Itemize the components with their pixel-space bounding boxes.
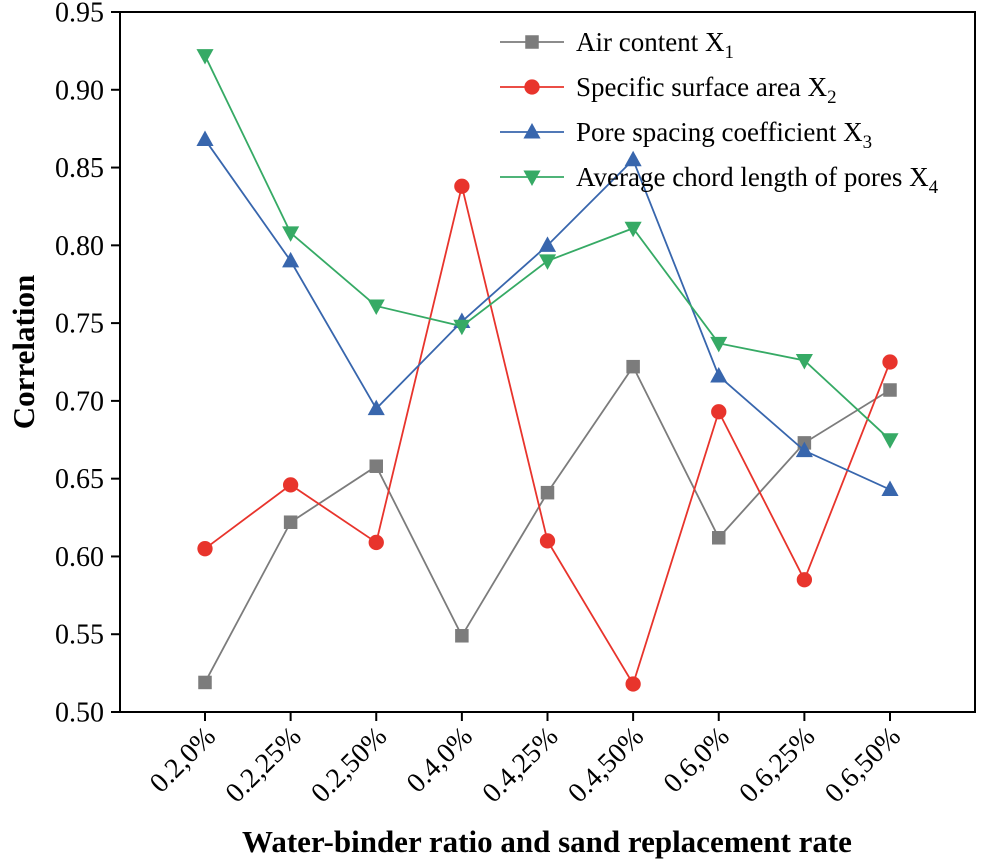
y-tick-label: 0.90 [55, 75, 104, 106]
data-point-triangle-down [196, 49, 214, 65]
series-average-chord-length-of-pores-x [196, 49, 899, 449]
data-point-circle [711, 404, 727, 420]
x-tick-label: 0.4,25% [477, 721, 565, 809]
series-layer [196, 49, 899, 692]
y-axis: 0.50 0.55 0.60 0.65 0.70 0.75 0.80 0.85 0.90 0.95 [55, 0, 120, 729]
legend-item: Average chord length of pores X4 [500, 162, 939, 198]
x-axis: 0.2,0%0.2,25%0.2,50% 0.4,0%0.4,25%0.4,50%… [144, 712, 907, 809]
series-pore-spacing-coefficient-x [196, 130, 899, 497]
legend-item: Pore spacing coefficient X3 [500, 117, 872, 153]
legend: Air content X1 Specific surface area X2 Po… [500, 27, 939, 198]
series-specific-surface-area-x [197, 178, 898, 692]
data-point-triangle-down [624, 221, 642, 238]
data-point-circle [368, 534, 384, 551]
series-air-content-x [198, 359, 897, 690]
data-point-circle [625, 676, 641, 692]
data-point-triangle-down [710, 336, 728, 353]
data-point-triangle-up [282, 251, 300, 268]
data-point-triangle-up [710, 367, 728, 383]
legend-label: Air content X1 [576, 27, 734, 63]
x-tick-label: 0.4,0% [401, 721, 479, 799]
data-point-triangle-down [881, 433, 899, 449]
data-point-square [455, 629, 469, 643]
y-tick-label: 0.75 [55, 309, 104, 340]
x-tick-label: 0.4,50% [562, 721, 650, 809]
data-point-square [198, 675, 212, 690]
data-point-square [369, 459, 383, 473]
data-point-triangle-up [881, 480, 899, 497]
data-point-square [525, 35, 539, 49]
data-point-triangle-down [282, 226, 300, 242]
x-tick-label: 0.6,0% [658, 721, 736, 799]
data-point-triangle-up [367, 399, 385, 416]
data-point-circle [882, 354, 898, 370]
data-point-triangle-down [523, 170, 541, 186]
data-point-triangle-down [367, 299, 385, 315]
data-point-triangle-down [795, 353, 813, 370]
data-point-square [540, 485, 555, 500]
data-point-circle [796, 572, 813, 588]
data-point-square [883, 383, 897, 397]
y-tick-label: 0.70 [55, 386, 104, 417]
legend-item: Air content X1 [500, 27, 734, 63]
y-tick-label: 0.60 [55, 542, 104, 573]
legend-item: Specific surface area X2 [500, 72, 837, 108]
data-point-triangle-down [453, 319, 471, 336]
data-point-circle [454, 178, 470, 194]
data-point-square [626, 359, 640, 374]
data-point-triangle-up [538, 236, 557, 252]
x-tick-label: 0.2,50% [305, 721, 393, 809]
x-tick-label: 0.2,25% [220, 721, 308, 809]
series-line [204, 364, 891, 683]
y-tick-label: 0.50 [55, 698, 104, 729]
y-tick-label: 0.85 [55, 153, 104, 184]
legend-label: Average chord length of pores X4 [576, 162, 939, 198]
y-tick-label: 0.65 [55, 464, 104, 495]
x-tick-label: 0.6,25% [733, 721, 821, 809]
data-point-circle [524, 79, 540, 95]
data-point-triangle-down [538, 254, 557, 270]
data-point-triangle-up [624, 150, 642, 167]
data-point-circle [539, 533, 556, 549]
legend-label: Specific surface area X2 [576, 72, 837, 108]
data-point-triangle-up [196, 130, 214, 147]
legend-label: Pore spacing coefficient X3 [576, 117, 872, 153]
y-tick-label: 0.80 [55, 231, 104, 262]
data-point-square [283, 515, 298, 529]
y-tick-label: 0.55 [55, 620, 104, 651]
y-tick-label: 0.95 [55, 0, 104, 29]
data-point-square [712, 531, 726, 545]
x-tick-label: 0.6,50% [819, 721, 907, 809]
x-axis-title: Water-binder ratio and sand replacement … [242, 824, 852, 859]
data-point-triangle-up [523, 123, 541, 139]
data-point-circle [197, 541, 213, 557]
x-tick-label: 0.2,0% [144, 721, 222, 799]
data-point-triangle-up [795, 441, 813, 458]
y-axis-title: Correlation [6, 275, 41, 429]
data-point-circle [282, 477, 299, 493]
